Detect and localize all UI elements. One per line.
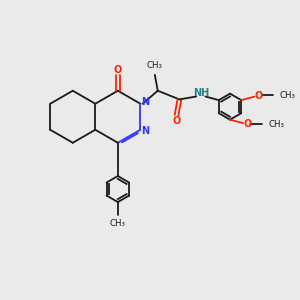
Text: O: O [243,119,251,129]
Text: N: N [141,126,149,136]
Text: CH₃: CH₃ [280,91,296,100]
Text: CH₃: CH₃ [268,120,284,129]
Text: O: O [172,116,181,125]
Text: N: N [141,97,149,107]
Text: O: O [114,64,122,75]
Text: CH₃: CH₃ [147,61,163,70]
Text: O: O [254,91,263,101]
Text: NH: NH [193,88,209,98]
Text: CH₃: CH₃ [110,219,126,228]
